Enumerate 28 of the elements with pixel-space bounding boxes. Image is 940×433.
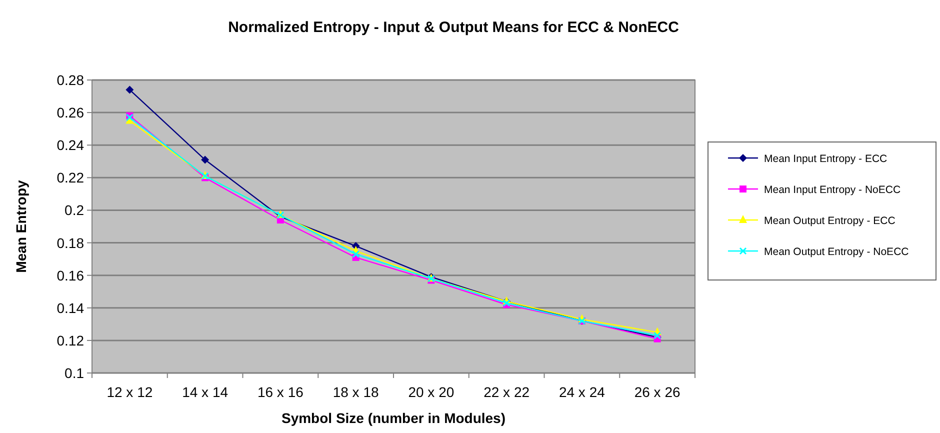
y-tick-label: 0.1 (64, 365, 84, 381)
x-tick-label: 20 x 20 (408, 384, 454, 400)
y-tick-label: 0.24 (56, 137, 84, 154)
x-axis-title: Symbol Size (number in Modules) (281, 410, 506, 426)
point (201, 156, 210, 164)
x-tick-label: 12 x 12 (106, 384, 153, 400)
x-tick-label: 22 x 22 (484, 384, 530, 400)
y-tick-label: 0.28 (56, 72, 84, 88)
y-tick-label: 0.12 (56, 332, 84, 348)
legend-label: Mean Output Entropy - NoECC (764, 246, 910, 258)
chart-title: Normalized Entropy - Input & Output Means for ECC & NonECC (228, 19, 680, 36)
y-axis-title: Mean Entropy (13, 180, 29, 273)
y-tick-label: 0.18 (56, 234, 84, 251)
y-tick-label: 0.26 (56, 104, 84, 121)
x-tick-label: 24 x 24 (558, 384, 606, 400)
x-tick-label: 26 x 26 (634, 384, 680, 400)
point (352, 250, 360, 258)
x-tick-label: 16 x 16 (257, 384, 304, 400)
legend-label: Mean Output Entropy - ECC (764, 215, 896, 227)
y-tick-label: 0.14 (56, 300, 84, 316)
legend-label: Mean Input Entropy - NoECC (764, 184, 901, 196)
y-tick-label: 0.16 (56, 267, 84, 284)
y-tick-label: 0.22 (56, 170, 84, 186)
x-tick-label: 18 x 18 (332, 384, 379, 400)
x-tick-label: 14 x 14 (182, 384, 228, 400)
legend-label: Mean Input Entropy - ECC (764, 153, 888, 165)
point (126, 86, 134, 94)
y-tick-label: 0.2 (64, 202, 84, 218)
